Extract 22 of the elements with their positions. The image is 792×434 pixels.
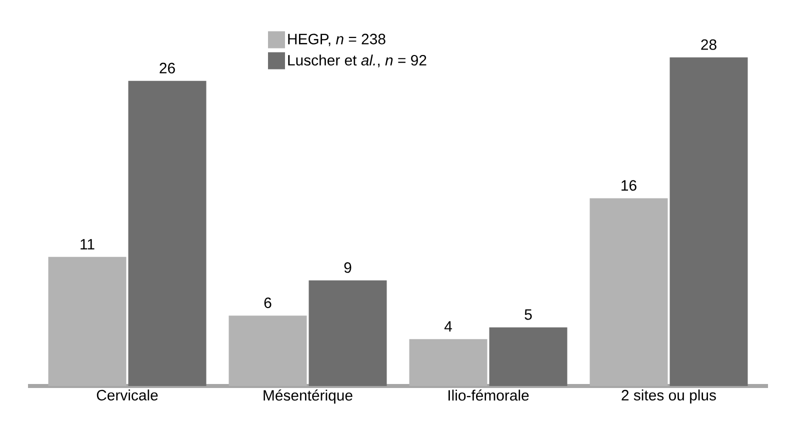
bar — [590, 198, 668, 386]
x-tick-label: Mésentérique — [264, 390, 352, 404]
bar — [128, 80, 206, 386]
data-label: 11 — [80, 239, 94, 250]
x-tick-label: Ilio-fémorale — [448, 390, 529, 401]
data-label: 9 — [344, 262, 352, 273]
data-label: 26 — [160, 62, 175, 74]
x-tick-label: Cervicale — [96, 390, 158, 400]
data-label: 5 — [524, 309, 532, 320]
bar — [308, 280, 387, 386]
bar — [409, 339, 488, 386]
legend-label: Luscher et al., n = 92 — [288, 54, 426, 68]
bar — [670, 57, 748, 386]
bar — [228, 316, 307, 386]
data-label: 16 — [622, 180, 636, 191]
x-tick-label: 2 sites ou plus — [622, 390, 716, 404]
bar — [48, 256, 126, 386]
data-label: 4 — [444, 321, 452, 332]
legend-label: HEGP, n = 238 — [288, 34, 386, 46]
data-label: 28 — [701, 39, 716, 50]
data-label: 6 — [264, 298, 272, 308]
bar — [489, 327, 568, 386]
